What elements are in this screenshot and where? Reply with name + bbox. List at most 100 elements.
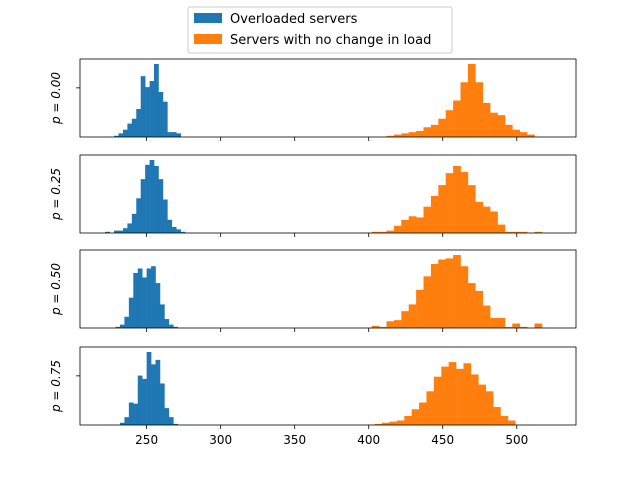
histogram-bar — [149, 160, 155, 233]
subplot-3: p = 0.50 — [49, 249, 577, 332]
histogram-bar — [433, 376, 442, 425]
histogram-bar — [423, 127, 432, 137]
histogram-bar — [386, 230, 395, 233]
histogram-bar — [118, 230, 124, 233]
axes-frame — [79, 154, 577, 234]
histogram-bar — [408, 216, 417, 233]
histogram-bar — [430, 263, 439, 328]
x-tick-label: 250 — [135, 433, 158, 447]
histogram-bar — [374, 423, 383, 425]
histogram-bar — [151, 364, 156, 425]
subplot-2: p = 0.25 — [49, 154, 577, 237]
histogram-bar — [430, 124, 439, 137]
y-axis-label: p = 0.50 — [49, 263, 63, 316]
histogram-bar — [475, 201, 484, 233]
histogram-bar — [453, 165, 461, 233]
histogram-bar — [493, 407, 501, 425]
histogram-bar — [445, 110, 454, 137]
legend-swatch-overloaded — [194, 13, 222, 23]
series-no-change-p2 — [371, 165, 543, 233]
histogram-bar — [438, 259, 446, 328]
histogram-bar — [393, 134, 402, 137]
histogram-bar — [382, 422, 390, 425]
histogram-bar — [482, 206, 491, 233]
histogram-bar — [423, 206, 432, 233]
histogram-bar — [448, 362, 457, 425]
subplot-4: p = 0.75 — [49, 346, 577, 429]
histogram-bar — [180, 231, 186, 233]
histogram-bar — [456, 368, 464, 425]
histogram-bar — [507, 420, 516, 425]
histogram-bar — [512, 231, 521, 233]
histogram-bar — [119, 324, 125, 328]
histogram-bar — [146, 352, 152, 425]
legend-swatch-no-change — [194, 34, 222, 44]
histogram-bar — [430, 195, 439, 233]
histogram-bar — [122, 228, 128, 233]
histogram-bar — [159, 304, 165, 328]
histogram-bar — [105, 231, 110, 233]
histogram-bar — [438, 185, 446, 233]
histogram-bar — [140, 179, 146, 233]
histogram-bar — [393, 320, 402, 328]
histogram-bar — [490, 211, 498, 233]
histogram-bar — [396, 420, 405, 425]
histogram-bar — [401, 133, 409, 137]
subplot-panels: p = 0.00 p = 0.25 p = 0.50 p = 0.75 — [49, 58, 577, 429]
histogram-bar — [416, 130, 424, 137]
histogram-bar — [416, 289, 424, 328]
histogram-bar — [408, 304, 417, 328]
histogram-bar — [475, 290, 484, 328]
histogram-bar — [124, 316, 130, 328]
histogram-bar — [467, 185, 476, 233]
histogram-bar — [389, 421, 398, 425]
histogram-bar — [128, 297, 134, 328]
histogram-bar — [445, 173, 454, 233]
histogram-bar — [453, 255, 461, 328]
y-axis-label: p = 0.00 — [49, 72, 63, 125]
series-no-change-p4 — [374, 362, 516, 425]
histogram-bar — [164, 408, 170, 425]
histogram-bar — [122, 129, 128, 137]
histogram-bar — [145, 164, 150, 233]
histogram-bar — [173, 423, 179, 425]
histogram-bar — [131, 213, 137, 233]
histogram-bar — [171, 132, 177, 137]
axes-frame — [79, 58, 577, 138]
histogram-bar — [379, 326, 387, 328]
histogram-bar — [438, 118, 446, 137]
x-axis: 250 300 350 400 450 500 — [135, 433, 528, 447]
histogram-bar — [534, 323, 543, 328]
histogram-bar — [441, 366, 449, 425]
histogram-bar — [497, 317, 506, 328]
histogram-bar — [401, 219, 409, 233]
histogram-bar — [145, 87, 150, 137]
histogram-bar — [114, 135, 119, 137]
histogram-bar — [408, 132, 417, 137]
subplot-1: p = 0.00 — [49, 58, 577, 141]
histogram-bar — [482, 305, 491, 328]
histogram-bar — [478, 384, 486, 425]
histogram-bar — [453, 100, 461, 137]
histogram-bar — [500, 416, 509, 425]
histogram-bar — [490, 112, 498, 137]
histogram-bar — [534, 231, 543, 233]
histogram-bar — [149, 81, 155, 137]
x-tick-label: 400 — [357, 433, 380, 447]
histogram-bar — [137, 268, 143, 328]
histogram-bar — [124, 417, 130, 425]
histogram-bar — [173, 326, 179, 328]
y-axis-label: p = 0.75 — [49, 360, 63, 413]
histogram-bar — [167, 219, 173, 233]
histogram-bar — [176, 133, 181, 137]
histogram-bar — [155, 283, 161, 328]
series-no-change-p3 — [371, 255, 543, 328]
histogram-bar — [393, 225, 402, 233]
histogram-bar — [426, 391, 435, 425]
histogram-bar — [475, 82, 484, 137]
histogram-bar — [115, 326, 121, 328]
series-overloaded-p3 — [115, 266, 179, 328]
histogram-bar — [164, 319, 170, 328]
